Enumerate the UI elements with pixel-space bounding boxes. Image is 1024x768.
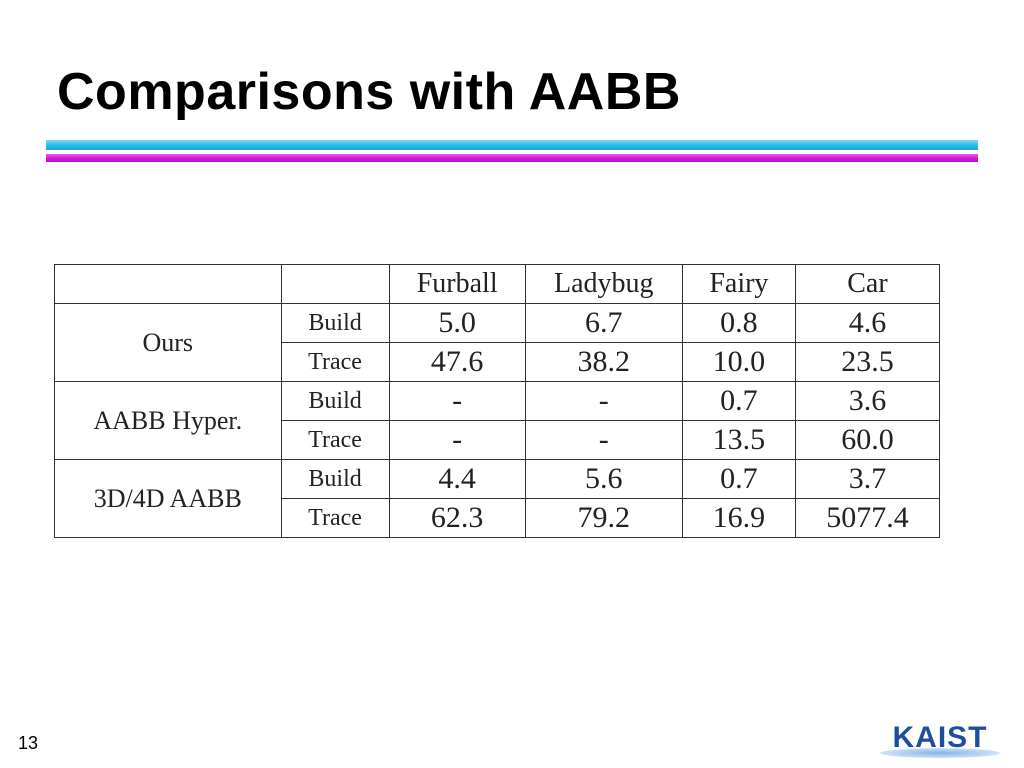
column-header: Fairy [681,264,796,304]
table-row: AABB Hyper. Build - - 0.7 3.6 [54,381,941,460]
table-cell: 16.9 [681,498,796,538]
title-rule-magenta [46,154,978,162]
column-header: Furball [388,264,526,304]
table-cell: - [388,420,526,460]
metric-label: Build [280,459,390,499]
table-row: Trace 62.3 79.2 16.9 5077.4 [55,498,941,538]
table-cell: 38.2 [524,342,683,382]
table-row: Ours Build 5.0 6.7 0.8 4.6 [54,303,941,382]
table-cell: - [524,381,683,421]
table-cell: - [388,381,526,421]
table-row: Trace - - 13.5 60.0 [55,420,941,460]
table-cell: 5.0 [388,303,526,343]
table-cell: - [524,420,683,460]
table-cell: 47.6 [388,342,526,382]
logo-wordmark: KAIST [893,721,988,754]
comparison-table: Furball Ladybug Fairy Car Ours Build 5.0… [54,264,941,538]
metric-label: Trace [280,420,390,460]
table-row: 3D/4D AABB Build 4.4 5.6 0.7 3.7 [54,459,941,538]
group-label: Ours [54,303,282,382]
metric-label: Build [280,381,390,421]
table-cell: 79.2 [524,498,683,538]
column-header: Ladybug [524,264,683,304]
table-cell: 0.8 [681,303,796,343]
slide-title: Comparisons with AABB [57,63,681,121]
table-header-row: Furball Ladybug Fairy Car [54,264,941,304]
column-header: Car [794,264,941,304]
header-empty-cell [54,264,282,304]
table-cell: 6.7 [524,303,683,343]
table-cell: 62.3 [388,498,526,538]
table-cell: 0.7 [681,459,796,499]
page-number: 13 [18,733,39,753]
header-empty-cell [280,264,390,304]
group-label: AABB Hyper. [54,381,282,460]
table-cell: 4.6 [794,303,941,343]
group-label: 3D/4D AABB [54,459,282,538]
metric-label: Trace [280,498,390,538]
table-cell: 4.4 [388,459,526,499]
table-cell: 23.5 [794,342,941,382]
table-cell: 0.7 [681,381,796,421]
logo-swoosh [880,748,1000,758]
table-cell: 3.6 [794,381,941,421]
table-cell: 3.7 [794,459,941,499]
title-rule-cyan [46,140,978,150]
table-cell: 60.0 [794,420,941,460]
table-cell: 13.5 [681,420,796,460]
metric-label: Trace [280,342,390,382]
table-cell: 5077.4 [794,498,941,538]
table-cell: 10.0 [681,342,796,382]
metric-label: Build [280,303,390,343]
kaist-logo: KAIST [880,721,1000,758]
table-cell: 5.6 [524,459,683,499]
